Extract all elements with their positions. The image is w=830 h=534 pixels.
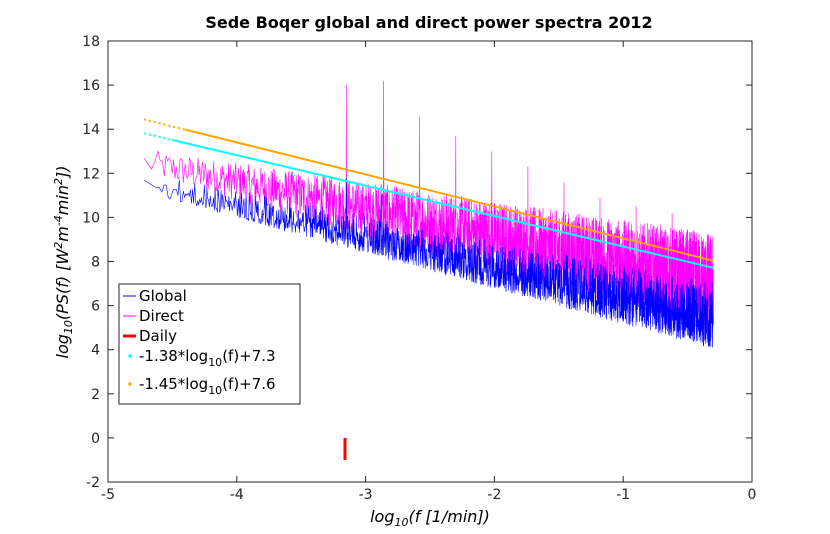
y-tick-label: 12 [82, 166, 100, 182]
legend-box [118, 283, 301, 405]
legend-item: Daily [123, 327, 177, 345]
y-axis-ticks: -2 0 2 4 6 8 10 12 14 16 18 [82, 34, 752, 491]
x-tick-label: -3 [359, 487, 373, 503]
legend-swatch [128, 354, 132, 358]
legend-item: Direct [123, 307, 184, 325]
y-tick: 2 [91, 387, 752, 403]
y-tick-label: 14 [82, 122, 100, 138]
x-tick: -5 [101, 41, 115, 503]
y-tick-label: 16 [82, 78, 100, 94]
y-tick-label: 6 [91, 299, 100, 315]
y-tick: 6 [91, 299, 752, 315]
y-tick: 8 [91, 255, 752, 271]
x-tick-label: 0 [748, 487, 757, 503]
y-tick: 4 [91, 343, 752, 359]
y-tick: 0 [91, 431, 752, 447]
y-tick-label: 2 [91, 387, 100, 403]
legend-label: Direct [139, 307, 184, 325]
y-tick-label: 18 [82, 34, 100, 50]
y-tick-label: 8 [91, 255, 100, 271]
x-tick-label: -2 [487, 487, 501, 503]
x-tick: -2 [487, 41, 501, 503]
x-tick-label: -1 [616, 487, 630, 503]
legend-label: Global [139, 287, 187, 305]
y-tick-label: -2 [86, 475, 100, 491]
legend-item: -1.45*log10(f)+7.6 [128, 375, 276, 397]
y-tick-label: 4 [91, 343, 100, 359]
y-tick: 16 [82, 78, 752, 94]
y-tick: 10 [82, 210, 752, 226]
y-tick: 14 [82, 122, 752, 138]
legend-swatch [128, 382, 132, 386]
fit-line [172, 139, 714, 269]
x-tick-label: -5 [101, 487, 115, 503]
x-tick: 0 [748, 41, 757, 503]
fit-line-dotted [143, 118, 186, 131]
y-tick-label: 0 [91, 431, 100, 447]
x-tick: -1 [616, 41, 630, 503]
y-tick: -2 [86, 475, 752, 491]
x-tick-label: -4 [230, 487, 244, 503]
legend-item: -1.38*log10(f)+7.3 [128, 347, 276, 369]
chart-title: Sede Boqer global and direct power spect… [205, 13, 652, 32]
y-tick: 12 [82, 166, 752, 182]
legend-label: -1.45*log10(f)+7.6 [139, 375, 276, 397]
y-tick-label: 10 [82, 210, 100, 226]
x-tick: -4 [230, 41, 244, 503]
y-axis-label: log10(PS(f) [W2m-4min2]) [52, 166, 75, 359]
legend-label: -1.38*log10(f)+7.3 [139, 347, 276, 369]
fit-line [185, 128, 714, 262]
x-axis-label: log10(f [1/min]) [370, 507, 490, 529]
global-series-line [143, 177, 714, 348]
legend-label: Daily [139, 327, 177, 345]
legend: Global Direct Daily -1.38*log10(f)+7.3 -1.45… [118, 283, 301, 405]
x-tick: -3 [359, 41, 373, 503]
legend-item: Global [123, 287, 187, 305]
y-tick: 18 [82, 34, 752, 50]
x-axis-ticks: -5 -4 -3 -2 -1 0 [101, 41, 756, 503]
